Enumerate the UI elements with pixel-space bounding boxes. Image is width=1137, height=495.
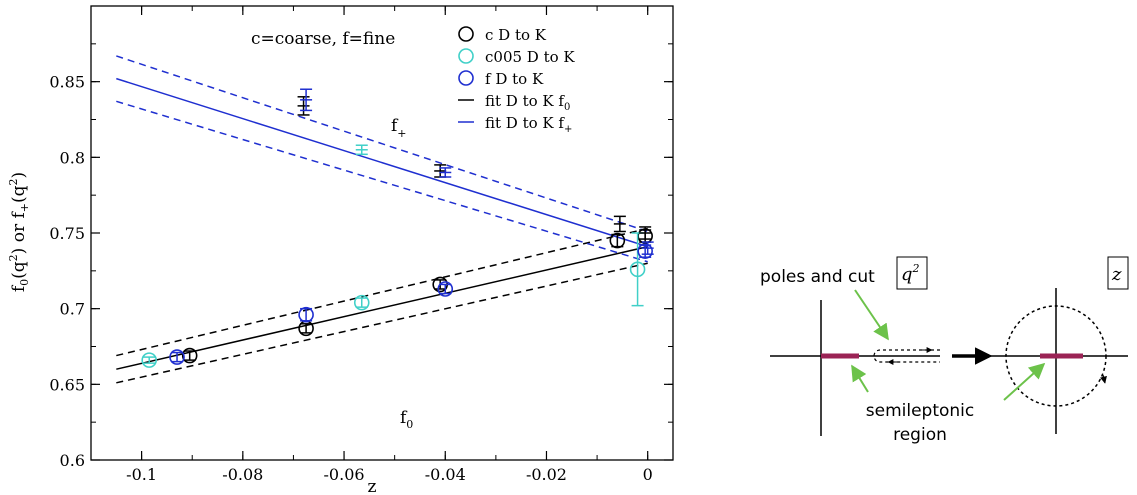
note-annotation: c=coarse, f=fine xyxy=(251,29,395,49)
poles-arrow xyxy=(854,289,889,341)
legend-marker xyxy=(458,26,474,42)
z-box xyxy=(1107,256,1129,290)
y-tick-label: 0.6 xyxy=(60,451,85,470)
semileptonic-arrow-left xyxy=(851,364,869,393)
semileptonic-arrow-right xyxy=(1003,362,1046,401)
data-point xyxy=(437,281,454,297)
cut-contour xyxy=(873,349,940,363)
fit-upper-band xyxy=(116,227,648,357)
semileptonic-label: semileptonic xyxy=(866,401,974,421)
fplus-annotation: f+ xyxy=(391,116,407,140)
data-point xyxy=(637,243,653,259)
legend-label: f D to K xyxy=(485,70,544,88)
y-tick-label: 0.65 xyxy=(49,375,85,394)
analytic-structure-diagram: q2 poles and cut z semileptonic region xyxy=(760,256,1129,445)
y-axis-label: f0(q2) or f+(q2) xyxy=(7,172,31,292)
plot-area xyxy=(90,5,674,461)
y-tick-label: 0.85 xyxy=(49,73,85,92)
z-box-label: z xyxy=(1111,264,1122,285)
x-tick-label: -0.06 xyxy=(324,465,365,484)
poles-and-cut-label: poles and cut xyxy=(760,267,875,287)
legend-label: fit D to K f0 xyxy=(485,92,570,113)
fit-central-line xyxy=(116,245,648,370)
data-point xyxy=(298,306,314,323)
x-tick-label: 0 xyxy=(643,465,653,484)
x-tick-label: -0.08 xyxy=(222,465,263,484)
legend-marker xyxy=(458,48,474,64)
fzero-annotation: f0 xyxy=(400,408,413,431)
legend-label: c D to K xyxy=(485,26,547,44)
data-point xyxy=(141,352,157,368)
y-tick-label: 0.75 xyxy=(49,224,85,243)
fit-lower-band xyxy=(116,100,648,263)
data-point xyxy=(629,261,646,278)
fit-lower-band xyxy=(116,262,648,384)
x-tick-label: -0.02 xyxy=(526,465,567,484)
region-label: region xyxy=(893,425,947,445)
data-point xyxy=(353,294,370,311)
legend-marker xyxy=(458,70,474,86)
x-axis-label: z xyxy=(368,477,377,495)
data-point xyxy=(169,349,185,365)
data-point xyxy=(181,347,198,364)
q2-box xyxy=(896,256,928,290)
legend-label: fit D to K f+ xyxy=(485,114,572,135)
x-tick-label: -0.04 xyxy=(425,465,466,484)
legend-label: c005 D to K xyxy=(485,48,575,66)
legend: c D to K c005 D to K f D to K fit D to K f0… xyxy=(458,26,575,135)
x-tick-label: -0.1 xyxy=(126,465,157,484)
x-axis: -0.1 -0.08 -0.06 -0.04 -0.02 0 xyxy=(90,6,653,484)
form-factor-chart: -0.1 -0.08 -0.06 -0.04 -0.02 0 0.6 0.65 0.7 0.75… xyxy=(7,5,674,495)
data-point xyxy=(609,232,626,249)
fit-central-line xyxy=(116,77,648,248)
y-tick-label: 0.7 xyxy=(60,300,85,319)
y-tick-label: 0.8 xyxy=(60,148,85,167)
fit-lines xyxy=(116,55,648,384)
fit-upper-band xyxy=(116,55,648,233)
q2-plane xyxy=(770,300,940,436)
y-axis: 0.6 0.65 0.7 0.75 0.8 0.85 xyxy=(49,5,673,470)
plot-frame xyxy=(90,5,674,461)
data-points xyxy=(141,88,654,368)
z-plane xyxy=(986,288,1128,434)
